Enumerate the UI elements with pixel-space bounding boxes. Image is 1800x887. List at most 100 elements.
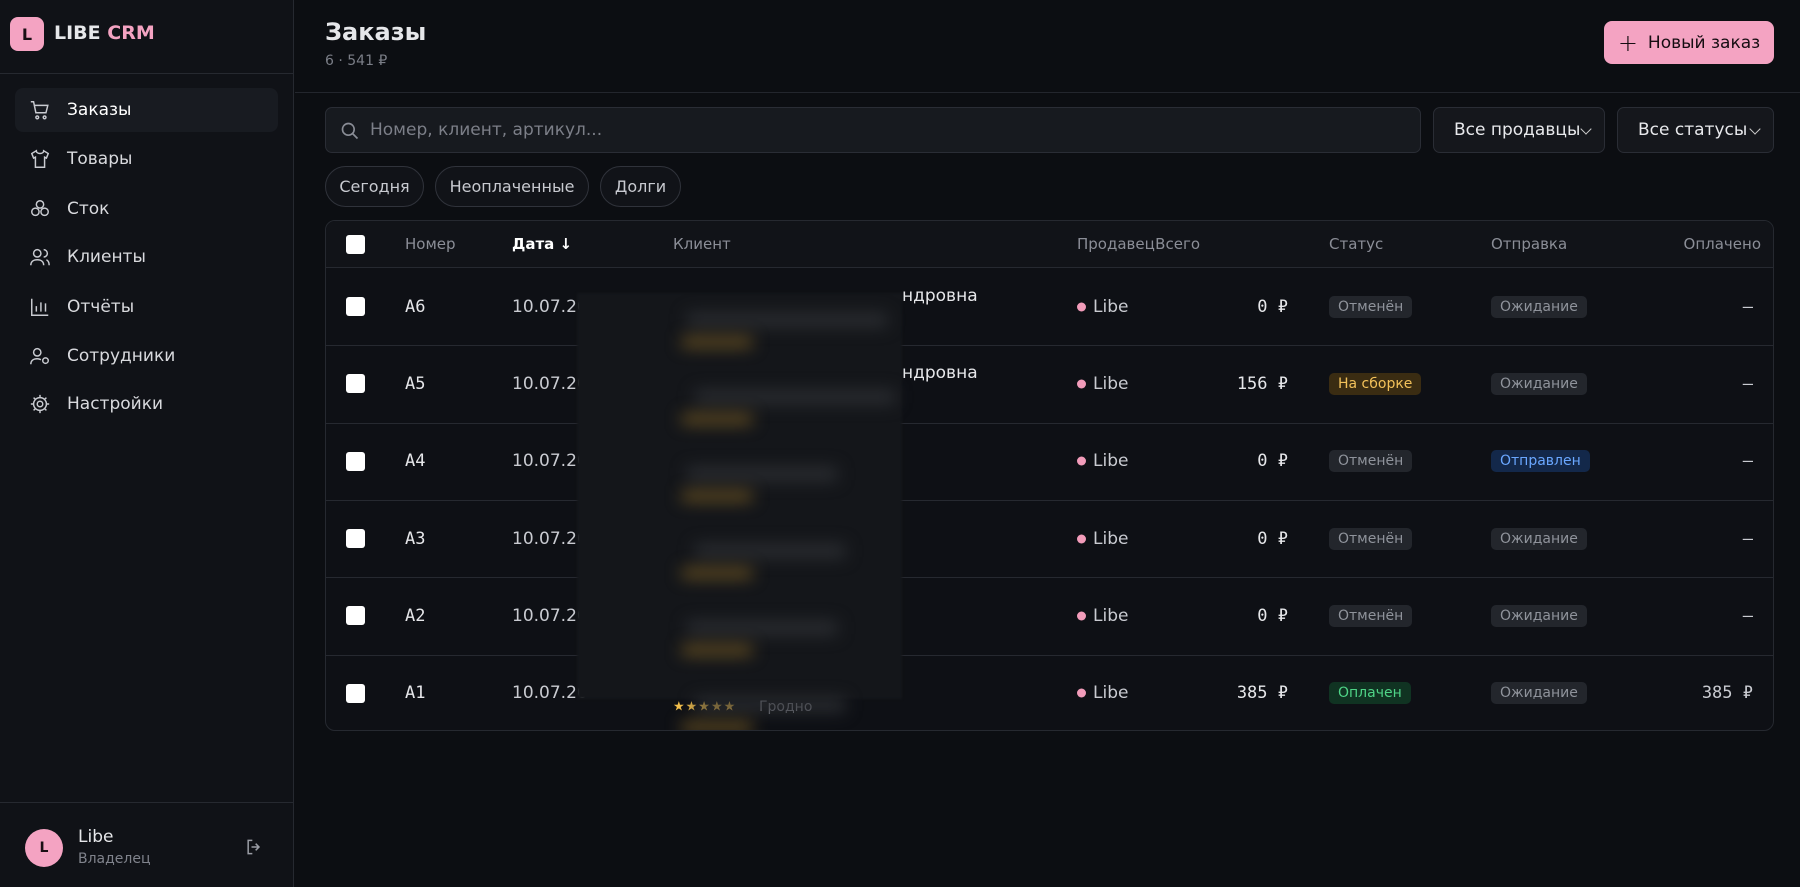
order-number: A6 bbox=[405, 296, 426, 317]
blur-blob bbox=[682, 491, 752, 501]
column-header: Продавец bbox=[1077, 235, 1155, 253]
status-badge: Отменён bbox=[1329, 295, 1413, 318]
divider bbox=[295, 92, 1800, 93]
new-order-button[interactable]: + Новый заказ bbox=[1604, 21, 1774, 64]
status-badge: Отменён bbox=[1329, 527, 1413, 550]
filter-chip[interactable]: Сегодня bbox=[325, 166, 424, 207]
paid-amount: — bbox=[1742, 451, 1753, 472]
order-total: 0 ₽ bbox=[1257, 528, 1288, 549]
row-checkbox[interactable] bbox=[346, 451, 365, 471]
order-total: 385 ₽ bbox=[1236, 683, 1288, 704]
row-checkbox[interactable] bbox=[346, 683, 365, 703]
row-checkbox[interactable] bbox=[346, 297, 365, 317]
blur-blob bbox=[695, 698, 845, 712]
column-header: Номер bbox=[405, 235, 456, 253]
nav-label: Сток bbox=[67, 199, 110, 219]
nav-label: Клиенты bbox=[67, 247, 146, 267]
page-subtitle: 6 · 541 ₽ bbox=[325, 53, 388, 69]
seller-name: Libe bbox=[1093, 683, 1129, 704]
shipping-badge: Ожидание bbox=[1491, 372, 1587, 395]
filter-chip[interactable]: Неоплаченные bbox=[435, 166, 589, 207]
seller-name: Libe bbox=[1093, 373, 1129, 394]
brand-accent: CRM bbox=[107, 22, 155, 44]
search-placeholder: Номер, клиент, артикул... bbox=[370, 120, 603, 140]
header-row bbox=[326, 221, 1773, 268]
select-label: Все статусы bbox=[1638, 120, 1748, 140]
order-date: 10.07.20 bbox=[512, 373, 588, 394]
blur-blob bbox=[682, 568, 752, 578]
row-checkbox[interactable] bbox=[346, 374, 365, 394]
row-divider bbox=[326, 577, 1773, 579]
paid-amount: — bbox=[1742, 605, 1753, 626]
plus-icon: + bbox=[1617, 28, 1638, 57]
paid-amount: 385 ₽ bbox=[1701, 683, 1753, 704]
nav-item[interactable]: Товары bbox=[15, 137, 278, 181]
shipping-badge: Ожидание bbox=[1491, 682, 1587, 705]
search-icon bbox=[341, 122, 359, 140]
select-all-checkbox[interactable] bbox=[346, 235, 365, 254]
button-label: Новый заказ bbox=[1647, 32, 1761, 53]
divider bbox=[0, 802, 294, 803]
row-checkbox[interactable] bbox=[346, 606, 365, 626]
brand: LIBE CRM bbox=[54, 22, 155, 44]
row-divider bbox=[326, 345, 1773, 347]
nav-item[interactable]: Настройки bbox=[15, 382, 278, 426]
blur-blob bbox=[687, 467, 837, 481]
seller-dot bbox=[1077, 534, 1086, 544]
status-badge: Отменён bbox=[1329, 604, 1413, 627]
seller-dot bbox=[1077, 379, 1086, 389]
seller-name: Libe bbox=[1093, 296, 1129, 317]
column-header: Клиент bbox=[673, 235, 731, 253]
row-checkbox[interactable] bbox=[346, 529, 365, 549]
row-divider bbox=[326, 499, 1773, 501]
nav-item[interactable]: Заказы bbox=[15, 88, 278, 132]
search-input[interactable]: Номер, клиент, артикул... bbox=[325, 107, 1421, 153]
order-total: 0 ₽ bbox=[1257, 605, 1288, 626]
divider bbox=[0, 73, 294, 74]
blur-blob bbox=[695, 390, 895, 404]
page-title: Заказы bbox=[325, 18, 427, 46]
status-badge: На сборке bbox=[1329, 372, 1422, 395]
seller-dot bbox=[1077, 302, 1086, 312]
client-name: ндровна bbox=[902, 285, 978, 306]
nav-label: Товары bbox=[67, 149, 133, 169]
status-select[interactable]: Все статусы bbox=[1617, 107, 1774, 153]
nav-label: Настройки bbox=[67, 394, 164, 414]
client-name: ндровна bbox=[902, 362, 978, 383]
blur-blob bbox=[682, 414, 752, 424]
order-total: 156 ₽ bbox=[1236, 373, 1288, 394]
seller-select[interactable]: Все продавцы bbox=[1433, 107, 1605, 153]
status-badge: Отменён bbox=[1329, 450, 1413, 473]
order-total: 0 ₽ bbox=[1257, 451, 1288, 472]
select-label: Все продавцы bbox=[1454, 120, 1581, 140]
paid-amount: — bbox=[1742, 373, 1753, 394]
user-role: Владелец bbox=[78, 851, 151, 867]
column-header: Всего bbox=[1155, 235, 1200, 253]
shipping-badge: Отправлен bbox=[1491, 450, 1590, 473]
seller-name: Libe bbox=[1093, 605, 1129, 626]
sidebar: L LIBE CRM Заказы Товары Сток Клиенты От… bbox=[0, 0, 294, 887]
nav-item[interactable]: Отчёты bbox=[15, 285, 278, 329]
nav-item[interactable]: Сток bbox=[15, 187, 278, 231]
paid-amount: — bbox=[1742, 528, 1753, 549]
row-divider bbox=[326, 422, 1773, 424]
order-date: 10.07.20 bbox=[512, 528, 588, 549]
order-date: 10.07.20 bbox=[512, 605, 588, 626]
order-number: A3 bbox=[405, 528, 426, 549]
user-name: Libe bbox=[78, 827, 114, 847]
nav-item[interactable]: Клиенты bbox=[15, 235, 278, 279]
filter-chip[interactable]: Долги bbox=[600, 166, 681, 207]
row-divider bbox=[326, 654, 1773, 656]
seller-dot bbox=[1077, 611, 1086, 621]
logo-icon: L bbox=[10, 17, 44, 51]
seller-dot bbox=[1077, 456, 1086, 466]
logout-button[interactable] bbox=[244, 837, 264, 857]
order-number: A5 bbox=[405, 373, 426, 394]
shipping-badge: Ожидание bbox=[1491, 604, 1587, 627]
paid-amount: — bbox=[1742, 296, 1753, 317]
order-number: A1 bbox=[405, 683, 426, 704]
nav-label: Отчёты bbox=[67, 297, 135, 317]
nav-label: Сотрудники bbox=[67, 346, 176, 366]
nav-item[interactable]: Сотрудники bbox=[15, 334, 278, 378]
